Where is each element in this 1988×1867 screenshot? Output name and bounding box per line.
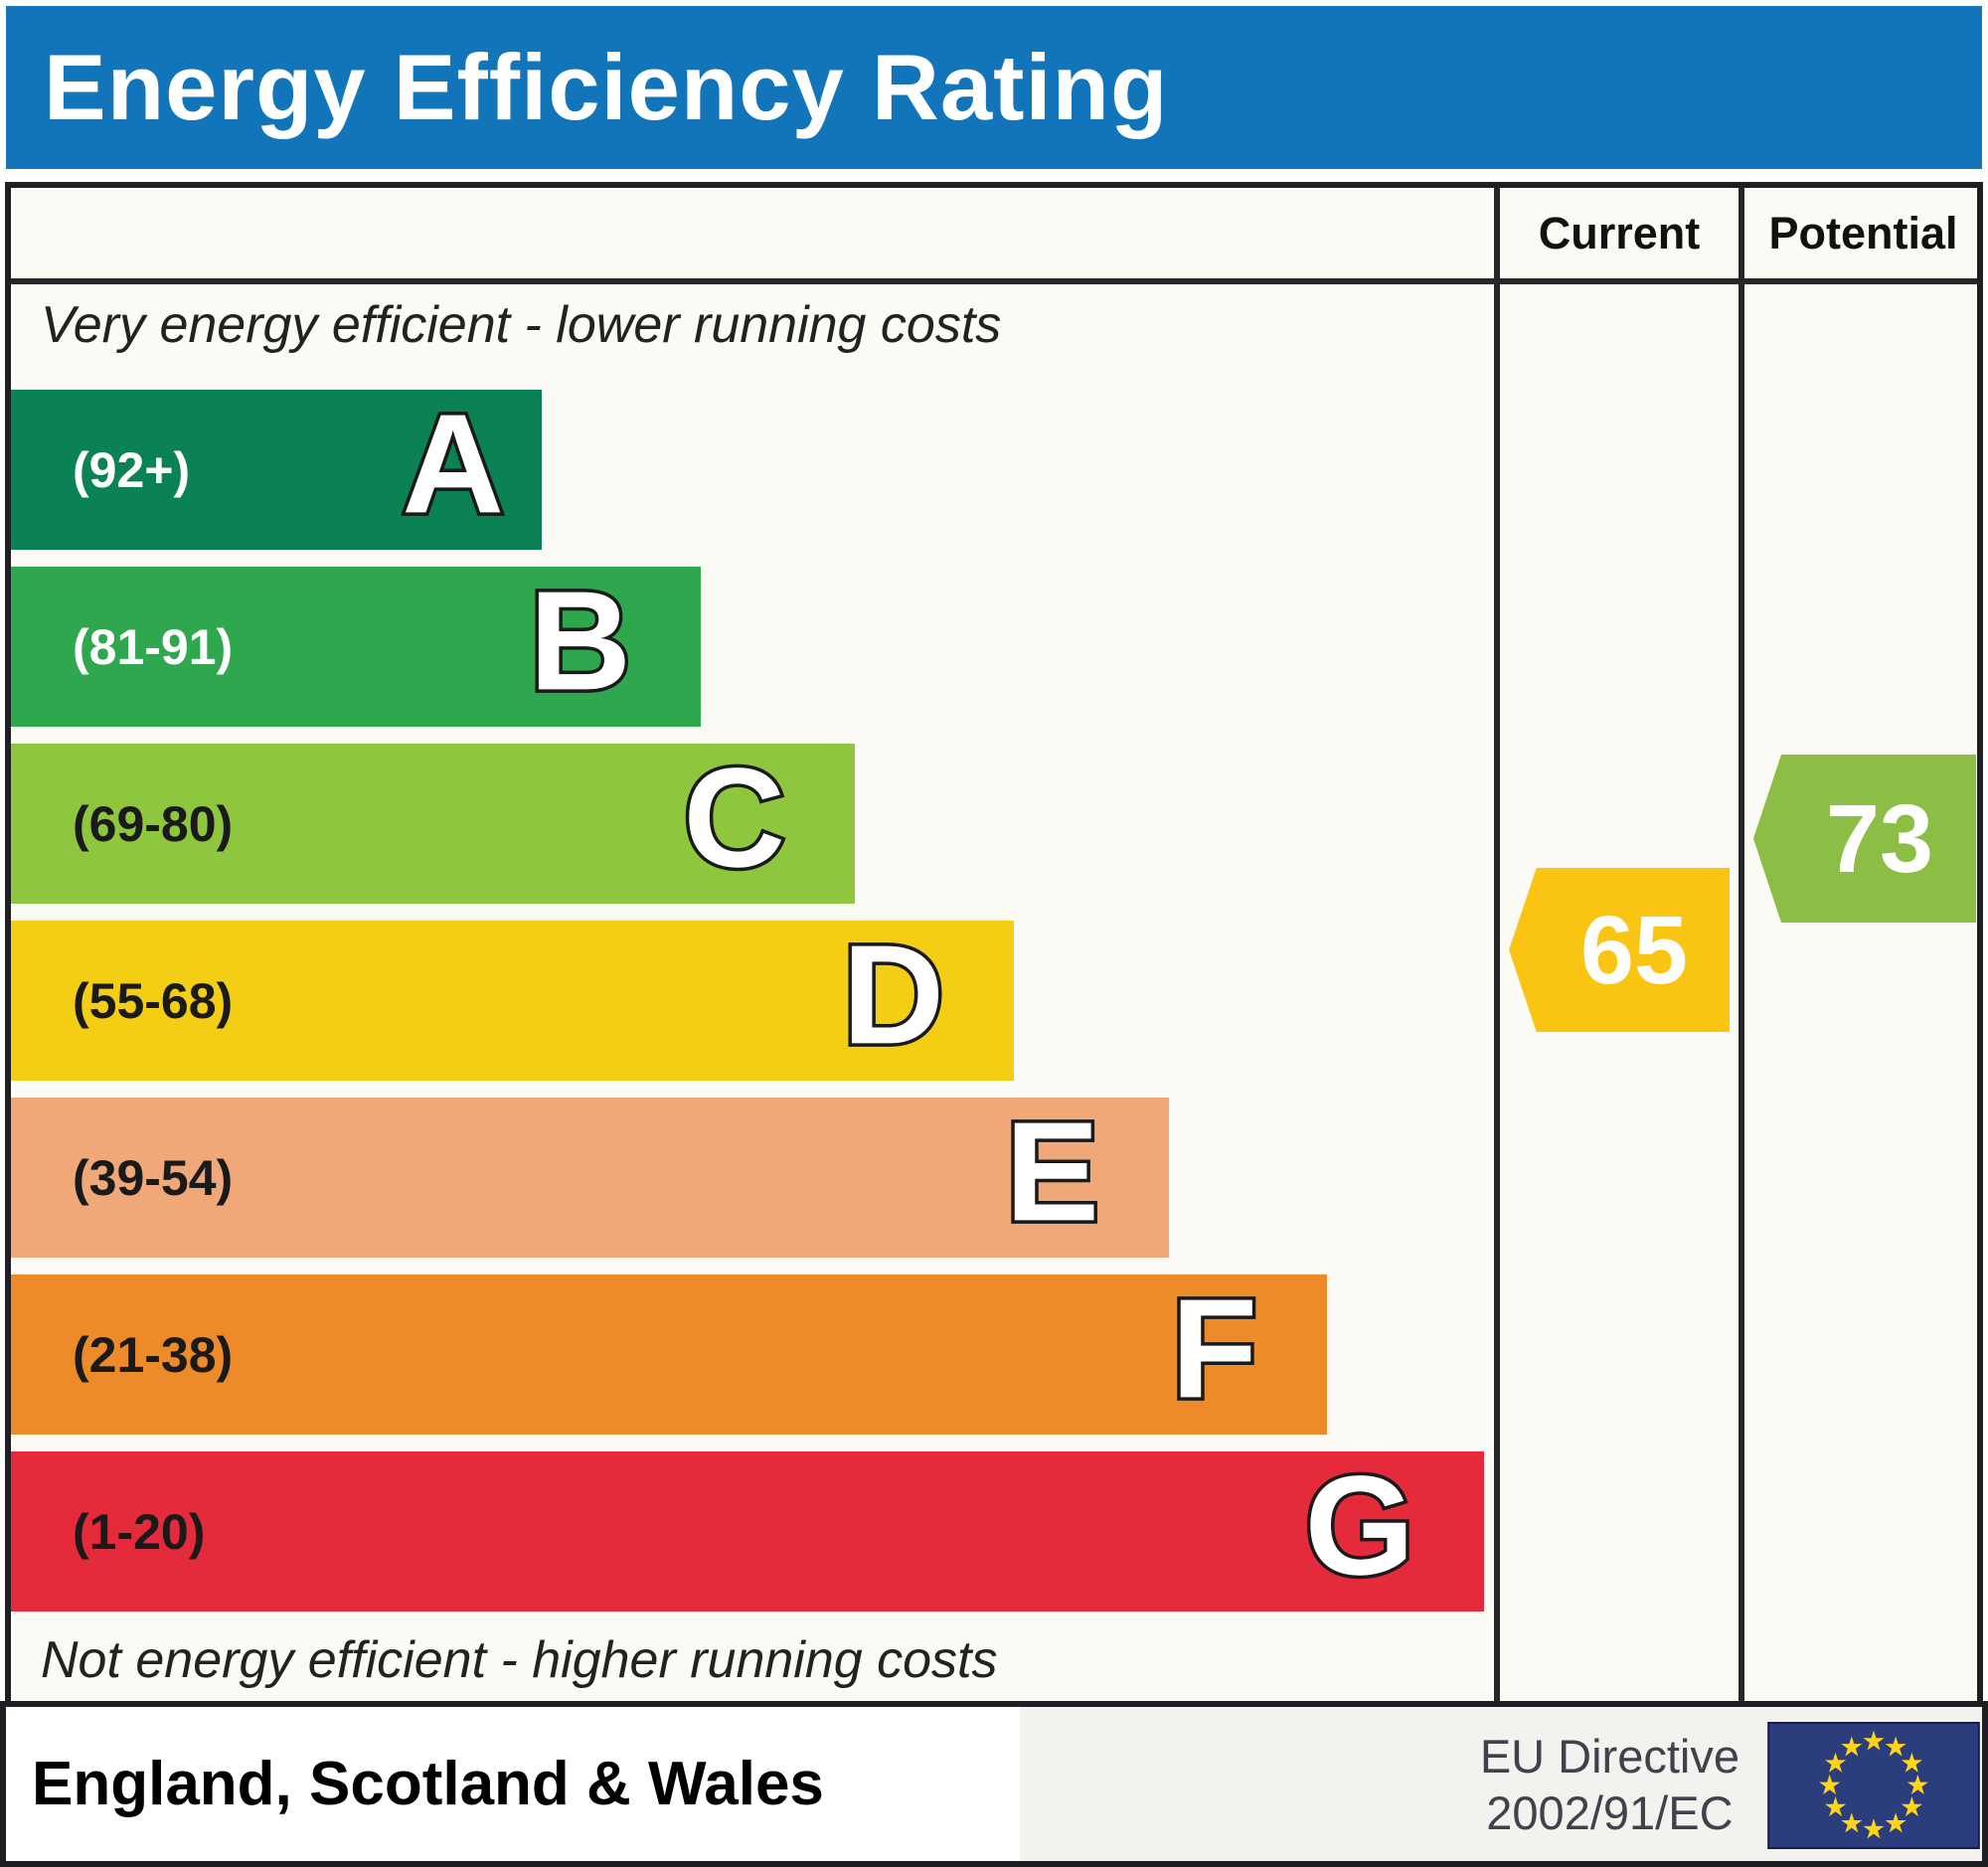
band-e-range-label: (39-54) xyxy=(73,1149,234,1206)
band-e-bar: (39-54) E xyxy=(11,1098,1169,1258)
current-column-divider xyxy=(1494,188,1500,1701)
footer-bar: England, Scotland & Wales EU Directive 2… xyxy=(0,1701,1988,1867)
eu-flag-icon xyxy=(1767,1722,1980,1849)
band-a-bar: (92+) A xyxy=(11,390,542,550)
potential-column-header: Potential xyxy=(1768,207,1958,258)
rating-bars: (92+) A (81-91) B (69-80) C (55-68) D (3… xyxy=(11,390,1499,1628)
band-f-bar: (21-38) F xyxy=(11,1274,1327,1435)
band-b-bar: (81-91) B xyxy=(11,567,701,727)
band-d-bar: (55-68) D xyxy=(11,921,1014,1081)
eu-directive-label: EU Directive 2002/91/EC xyxy=(1480,1728,1740,1841)
page-title: Energy Efficiency Rating xyxy=(44,35,1169,139)
current-arrow: 65 xyxy=(1509,868,1730,1032)
band-c-bar: (69-80) C xyxy=(11,744,855,904)
band-g-letter: G xyxy=(1301,1445,1417,1605)
current-value: 65 xyxy=(1580,895,1688,1004)
potential-column-divider xyxy=(1739,188,1744,1701)
band-d-range-label: (55-68) xyxy=(73,972,234,1029)
band-c-letter: C xyxy=(680,738,789,897)
band-f-letter: F xyxy=(1168,1269,1261,1428)
band-c-range-label: (69-80) xyxy=(73,795,234,852)
band-d-letter: D xyxy=(839,915,948,1074)
band-g-range-label: (1-20) xyxy=(73,1503,206,1560)
band-f-range-label: (21-38) xyxy=(73,1326,234,1383)
header-row-divider xyxy=(11,278,1977,284)
region-label: England, Scotland & Wales xyxy=(32,1750,824,1818)
band-g-bar: (1-20) G xyxy=(11,1451,1484,1612)
eu-directive-line2: 2002/91/EC xyxy=(1486,1785,1734,1839)
potential-arrow: 73 xyxy=(1753,755,1976,923)
band-b-range-label: (81-91) xyxy=(73,618,234,675)
current-column-header: Current xyxy=(1538,207,1701,258)
band-a-range-label: (92+) xyxy=(73,441,191,498)
bottom-caption: Not energy efficient - higher running co… xyxy=(41,1631,998,1689)
band-a-letter: A xyxy=(399,384,508,543)
potential-value: 73 xyxy=(1826,783,1933,893)
header-band: Energy Efficiency Rating xyxy=(6,6,1982,169)
rating-table: Current Potential Very energy efficient … xyxy=(5,182,1983,1707)
band-b-letter: B xyxy=(526,561,635,720)
top-caption: Very energy efficient - lower running co… xyxy=(41,296,1002,354)
band-e-letter: E xyxy=(1002,1092,1103,1251)
eu-directive-line1: EU Directive xyxy=(1479,1729,1740,1782)
